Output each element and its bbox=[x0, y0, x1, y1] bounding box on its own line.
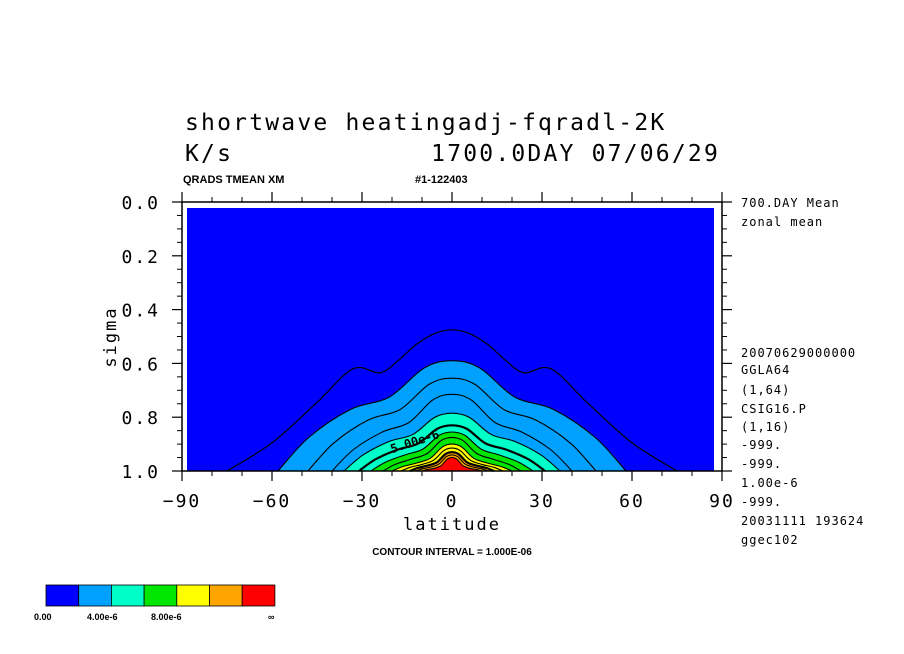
side-note: -999. bbox=[741, 457, 782, 471]
side-note: -999. bbox=[741, 438, 782, 452]
x-tick-label: 60 bbox=[619, 491, 645, 512]
colorbar-swatch bbox=[78, 584, 112, 607]
colorbar: 0.00 4.00e-6 8.00e-6 ∞ bbox=[34, 584, 276, 622]
side-note: -999. bbox=[741, 495, 782, 509]
side-note: 20031111 193624 bbox=[741, 514, 864, 528]
chart-title: shortwave heatingadj-fqradl-2K bbox=[185, 110, 666, 136]
contour-line bbox=[277, 360, 627, 472]
colorbar-swatch bbox=[45, 584, 80, 607]
colorbar-label: 8.00e-6 bbox=[151, 612, 182, 622]
side-note: 20070629000000 bbox=[741, 346, 856, 360]
colorbar-label: 4.00e-6 bbox=[87, 612, 118, 622]
contour-line bbox=[343, 412, 561, 472]
side-note: ggec102 bbox=[741, 533, 799, 547]
colorbar-swatch bbox=[176, 584, 210, 607]
chart-subtitle-right: #1-122403 bbox=[415, 174, 468, 186]
x-tick-label: 0 bbox=[446, 491, 459, 512]
side-note: (1,16) bbox=[741, 420, 790, 434]
side-note: CSIG16.P bbox=[741, 402, 807, 416]
side-note: 700.DAY Mean bbox=[741, 196, 840, 210]
contour-interval-note: CONTOUR INTERVAL = 1.000E-06 bbox=[372, 547, 532, 558]
contour-line bbox=[415, 454, 489, 472]
colorbar-swatch bbox=[111, 584, 145, 607]
x-axis-label: latitude bbox=[403, 515, 501, 535]
contour-line bbox=[400, 447, 504, 472]
x-axis: −90 −60 −30 0 30 60 90 bbox=[163, 192, 735, 512]
side-note: 1.00e-6 bbox=[741, 476, 799, 490]
colorbar-swatch bbox=[209, 584, 243, 607]
contour-line bbox=[358, 424, 546, 472]
side-note: GGLA64 bbox=[741, 363, 790, 377]
y-tick-label: 0.6 bbox=[121, 354, 160, 375]
colorbar-swatch bbox=[143, 584, 178, 607]
contour-line bbox=[421, 456, 483, 472]
x-tick-label: −30 bbox=[343, 491, 382, 512]
x-tick-label: −60 bbox=[253, 491, 292, 512]
side-note: (1,64) bbox=[741, 383, 790, 397]
contour-line bbox=[307, 377, 597, 472]
y-tick-label: 0.2 bbox=[121, 247, 160, 268]
colorbar-swatch bbox=[241, 584, 276, 607]
side-note: zonal mean bbox=[741, 215, 823, 229]
chart-subtitle-left: QRADS TMEAN XM bbox=[183, 174, 284, 186]
colorbar-label: 0.00 bbox=[34, 612, 52, 622]
contour-line bbox=[331, 393, 573, 472]
y-tick-label: 0.8 bbox=[121, 408, 160, 429]
y-tick-label: 0.0 bbox=[121, 193, 160, 214]
contour-line bbox=[382, 436, 522, 472]
y-tick-label: 0.4 bbox=[121, 301, 160, 322]
x-tick-label: −90 bbox=[163, 491, 202, 512]
side-notes: 700.DAY Mean zonal mean 20070629000000 G… bbox=[741, 196, 864, 547]
y-tick-label: 1.0 bbox=[121, 462, 160, 483]
zero-contour-line bbox=[226, 329, 678, 472]
chart-time: 1700.0DAY 07/06/29 bbox=[431, 141, 720, 167]
colorbar-label: ∞ bbox=[268, 612, 275, 622]
y-axis: 0.0 0.2 0.4 0.6 0.8 1.0 bbox=[121, 193, 732, 483]
y-axis-label: sigma bbox=[101, 306, 121, 367]
x-tick-label: 90 bbox=[709, 491, 735, 512]
contour-line bbox=[391, 443, 513, 472]
x-tick-label: 30 bbox=[529, 491, 555, 512]
chart-units: K/s bbox=[185, 141, 233, 167]
contour-line bbox=[370, 431, 534, 472]
plot-area: 5.00e-6 bbox=[181, 201, 723, 473]
contour-line bbox=[409, 451, 495, 473]
contour-lines bbox=[226, 329, 678, 473]
